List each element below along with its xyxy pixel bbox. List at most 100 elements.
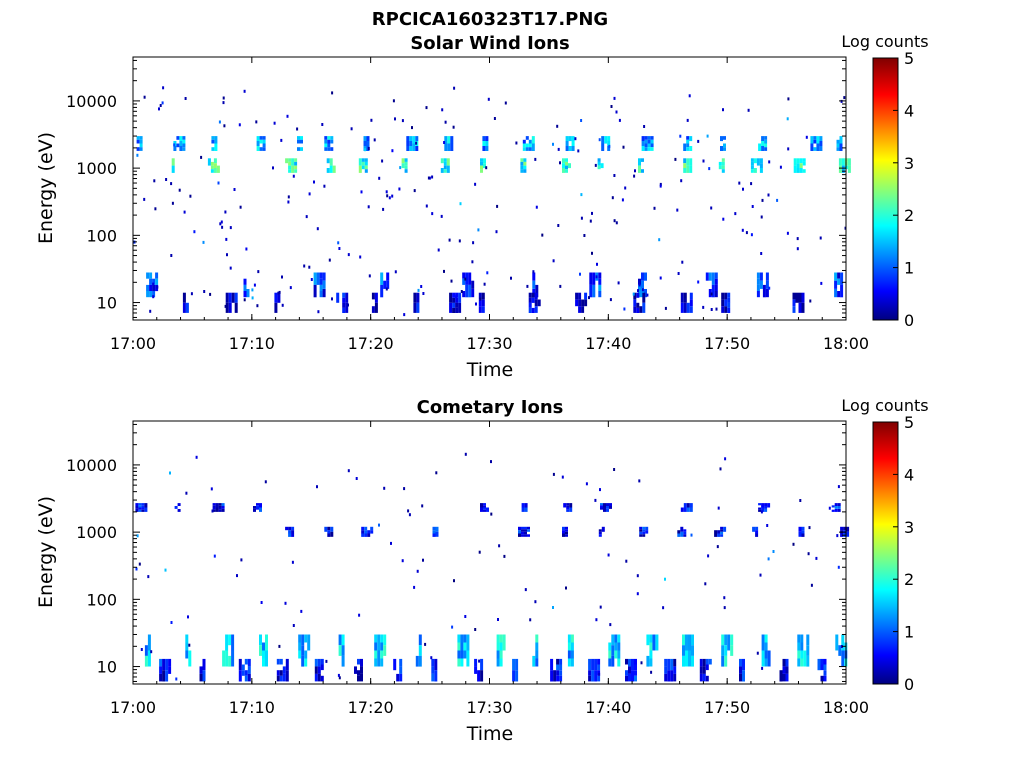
count-cell	[259, 136, 263, 140]
count-cell	[265, 650, 268, 667]
count-cell	[294, 161, 298, 166]
count-cell	[562, 168, 565, 173]
count-cell	[617, 642, 621, 651]
count-speckle	[195, 455, 198, 459]
count-cell	[457, 650, 461, 659]
count-cell	[840, 533, 844, 537]
count-cell	[447, 143, 451, 151]
count-cell	[298, 634, 302, 643]
count-cell	[247, 673, 251, 682]
count-speckle	[422, 292, 425, 295]
count-cell	[225, 650, 229, 667]
count-speckle	[474, 628, 477, 631]
count-cell	[221, 509, 225, 512]
count-cell	[649, 658, 653, 667]
count-cell	[496, 642, 500, 651]
count-cell	[568, 136, 572, 142]
count-cell	[797, 658, 801, 667]
count-speckle	[632, 292, 635, 296]
count-cell	[211, 147, 215, 151]
count-cell	[528, 147, 532, 151]
count-speckle	[532, 270, 535, 274]
count-cell	[443, 161, 447, 166]
count-cell	[846, 531, 850, 537]
count-cell	[721, 292, 725, 300]
count-speckle	[723, 606, 726, 610]
count-cell	[522, 147, 526, 151]
count-speckle	[450, 279, 453, 283]
count-speckle	[487, 97, 490, 101]
count-cell	[406, 136, 410, 142]
count-cell	[486, 507, 489, 512]
count-cell	[496, 658, 500, 667]
count-speckle	[767, 557, 770, 561]
count-speckle	[674, 157, 677, 161]
count-cell	[565, 534, 568, 537]
count-cell	[600, 163, 604, 169]
count-cell	[649, 642, 653, 651]
count-cell	[642, 531, 646, 535]
colorbar-tick-label: 5	[904, 49, 914, 68]
count-speckle	[807, 552, 810, 556]
count-cell	[689, 146, 693, 151]
count-cell	[711, 272, 715, 285]
count-speckle	[580, 193, 583, 197]
count-speckle	[243, 298, 246, 302]
count-cell	[652, 634, 656, 651]
count-cell	[841, 165, 845, 173]
count-cell	[592, 272, 596, 285]
count-cell	[320, 675, 324, 682]
count-cell	[584, 299, 588, 307]
count-speckle	[615, 110, 618, 114]
count-cell	[460, 650, 464, 659]
count-cell	[750, 165, 754, 170]
count-cell	[685, 650, 688, 667]
count-cell	[645, 530, 649, 534]
count-cell	[562, 533, 565, 537]
count-speckle	[287, 200, 290, 204]
count-speckle	[559, 284, 562, 288]
count-cell	[782, 666, 786, 674]
count-cell	[714, 272, 718, 279]
count-cell	[720, 146, 723, 151]
count-speckle	[809, 299, 812, 303]
count-speckle	[594, 498, 597, 502]
count-cell	[683, 163, 687, 169]
count-cell	[588, 658, 592, 665]
count-cell	[761, 136, 765, 142]
count-cell	[723, 526, 727, 532]
count-speckle	[347, 303, 349, 307]
count-cell	[185, 634, 189, 643]
count-speckle	[229, 226, 232, 230]
count-cell	[606, 509, 609, 512]
count-cell	[413, 302, 417, 313]
count-cell	[750, 161, 754, 166]
count-speckle	[808, 526, 811, 530]
panel-title: Cometary Ions	[417, 397, 564, 418]
count-cell	[816, 143, 820, 151]
count-speckle	[367, 147, 370, 150]
count-cell	[578, 306, 582, 313]
count-cell	[364, 161, 368, 166]
count-speckle	[284, 601, 287, 605]
count-speckle	[716, 545, 719, 549]
count-cell	[465, 272, 469, 285]
count-cell	[535, 658, 539, 667]
count-speckle	[840, 645, 843, 648]
count-speckle	[677, 272, 680, 275]
count-cell	[179, 136, 183, 142]
count-speckle	[381, 159, 384, 163]
count-cell	[798, 292, 802, 303]
count-speckle	[609, 623, 612, 627]
count-speckle	[552, 259, 555, 263]
count-speckle	[497, 618, 499, 621]
count-cell	[569, 503, 573, 508]
count-speckle	[368, 274, 371, 278]
count-cell	[462, 272, 466, 279]
count-speckle	[761, 666, 764, 670]
count-cell	[535, 650, 539, 659]
count-cell	[256, 141, 260, 146]
count-cell	[463, 634, 467, 643]
count-cell	[756, 291, 760, 298]
count-cell	[259, 139, 263, 144]
